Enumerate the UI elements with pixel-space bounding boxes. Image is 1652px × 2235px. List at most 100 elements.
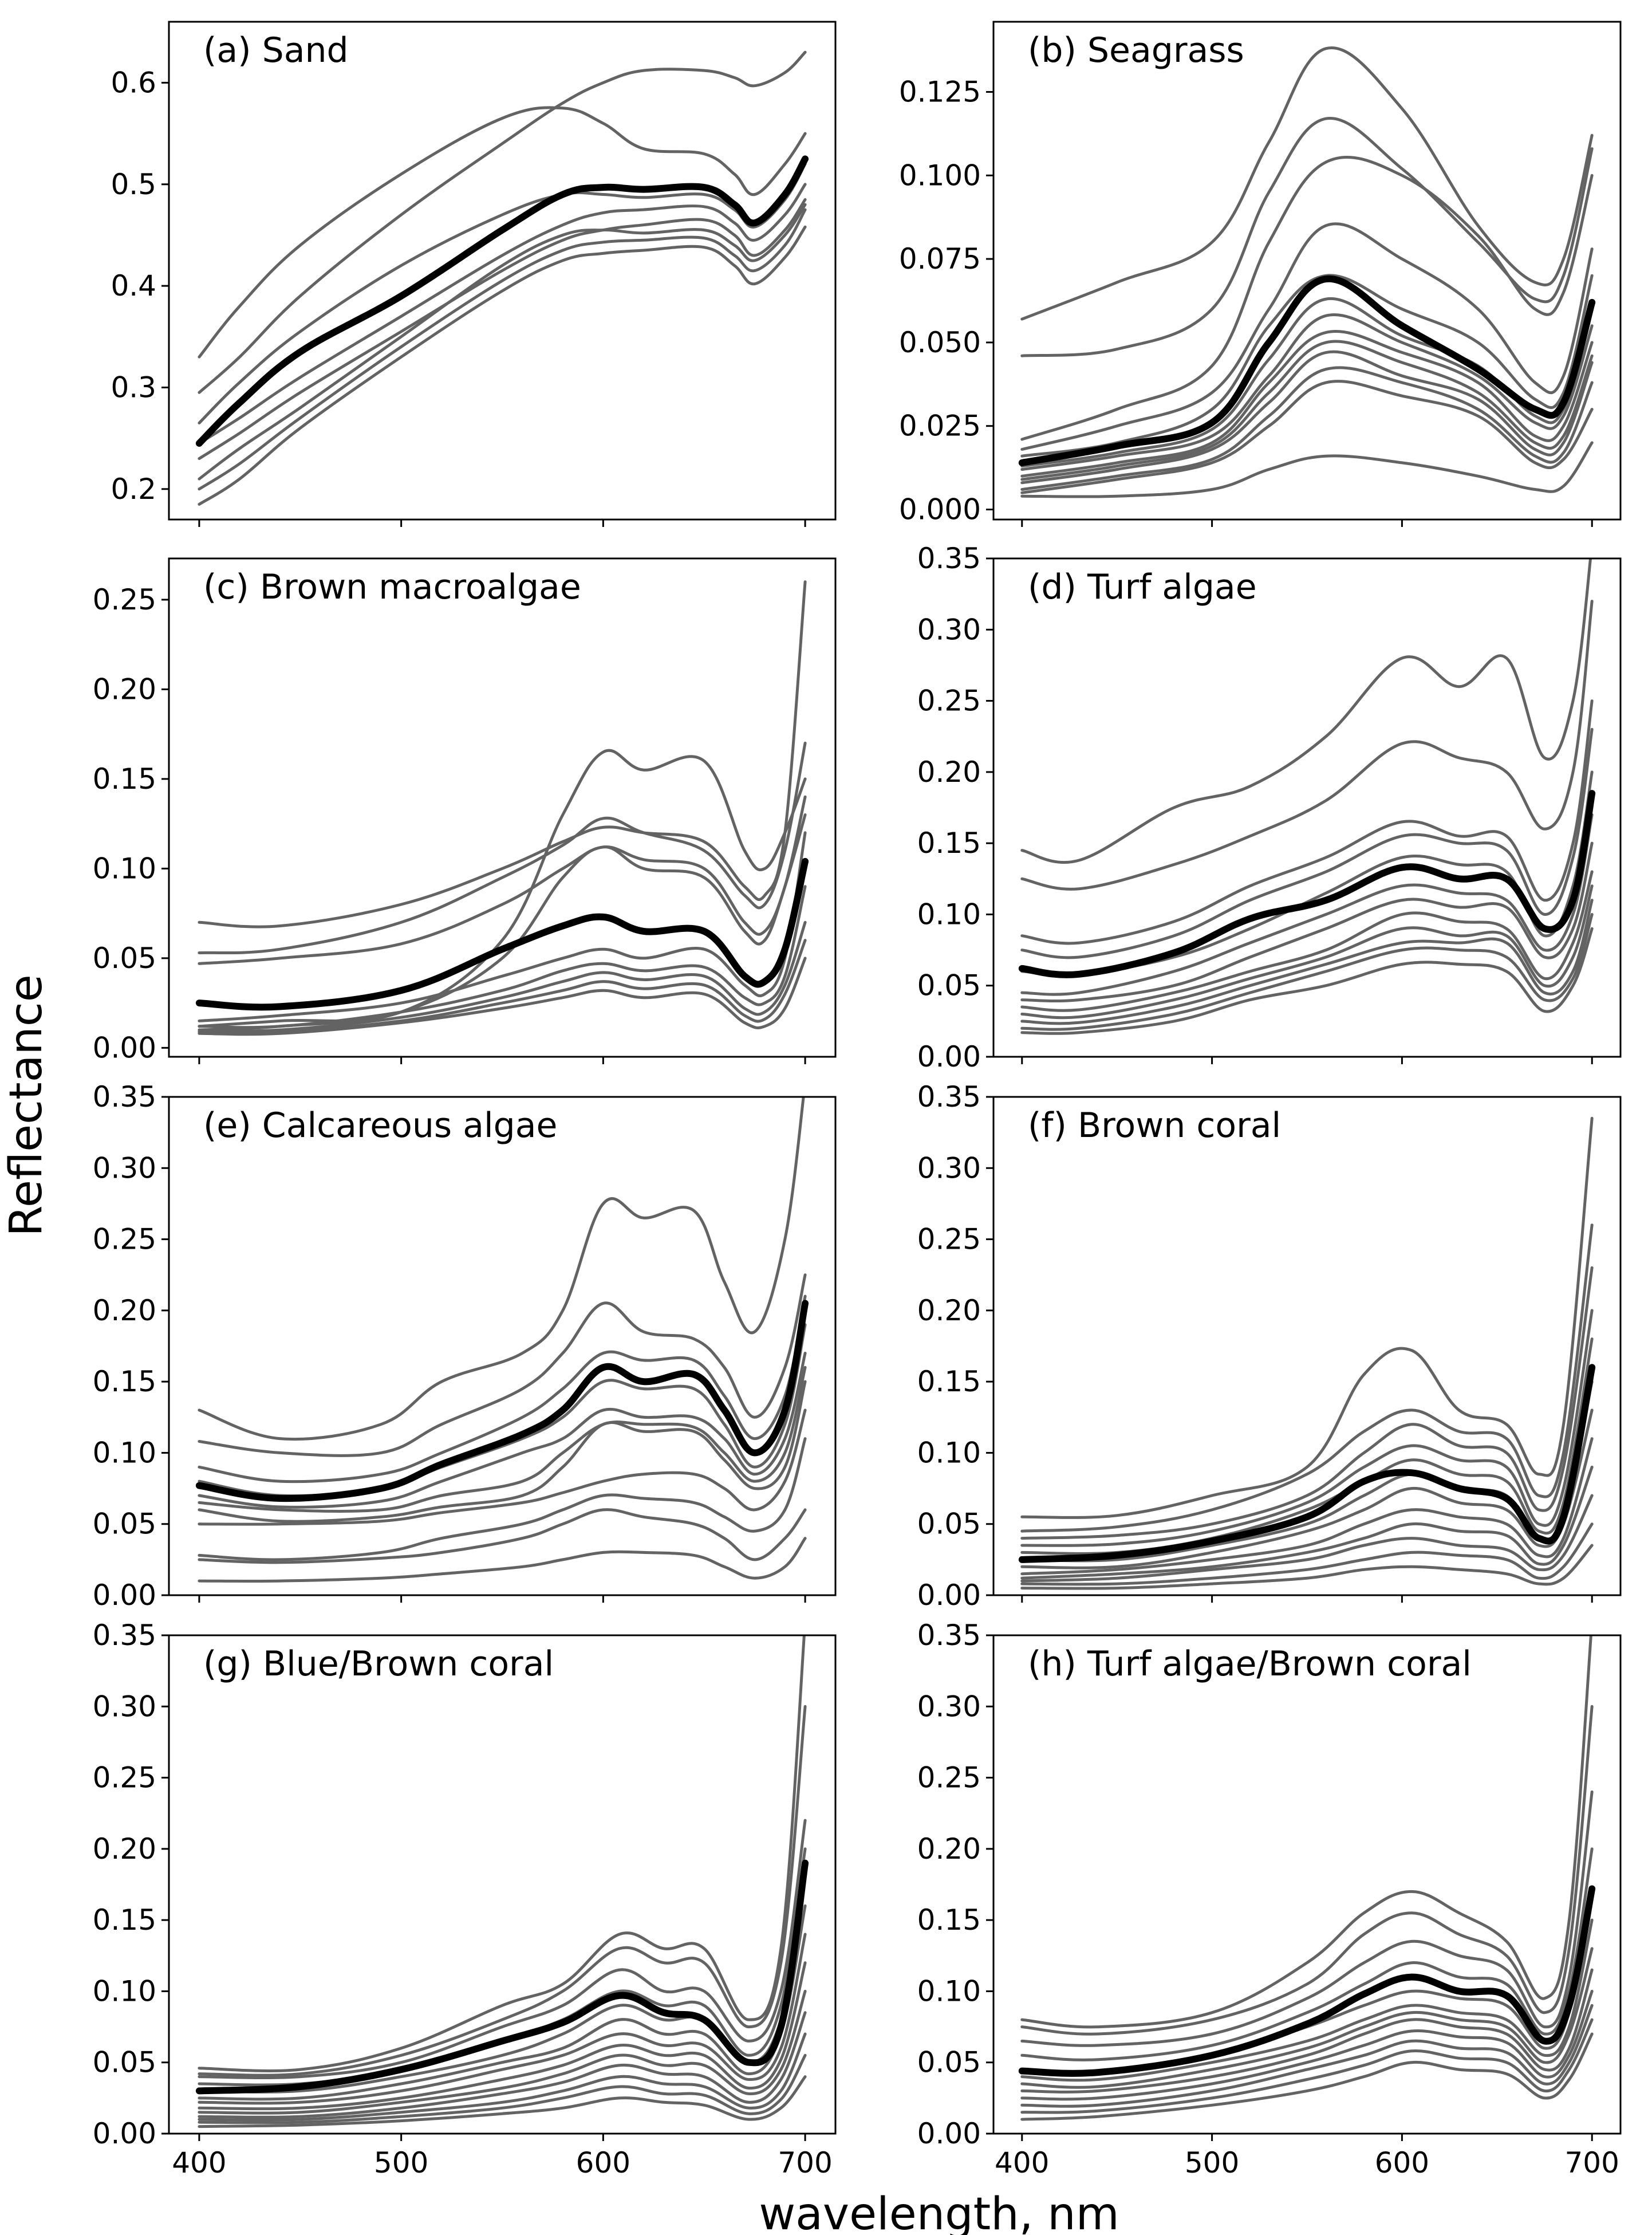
panel-d-spectrum-4: [1020, 727, 1594, 959]
panel-e-spectrum-2: [198, 1273, 807, 1457]
panel-d-spectrum-1: [1020, 558, 1592, 864]
panel-g-spectrum-10: [198, 2011, 807, 2119]
panel-e-spectrum-4: [198, 1323, 807, 1497]
panel-h-mean-spectrum: [1018, 1885, 1596, 2077]
panel-h-spectrum-7: [1020, 1947, 1594, 2089]
panel-g-x-tick-label: 400: [172, 2146, 226, 2179]
panel-e-spectrum-1: [198, 1097, 805, 1441]
panel-g-spectrum-13: [198, 2075, 807, 2128]
panel-c-y-tick-label: 0.25: [93, 583, 156, 616]
panel-e-y-tick-label: 0.35: [93, 1080, 156, 1113]
panel-g-spectrum-8: [198, 1961, 807, 2111]
panel-d-y-tick-label: 0.35: [917, 542, 981, 575]
panel-h-y-tick-label: 0.10: [917, 1974, 981, 2008]
panel-e-spectrum-10: [198, 1508, 807, 1564]
panel-d-spectrum-11: [1020, 912, 1594, 1031]
panel-g: 0.00 0.05 0.10 0.15 0.20 0.25 0.30 0.35 400 500 60…: [93, 1619, 837, 2179]
panel-a-mean-spectrum: [195, 155, 809, 447]
panel-b-spectrum-3: [1020, 155, 1594, 441]
panel-f-spectrum-7: [1020, 1408, 1594, 1569]
panel-f-title: (f) Brown coral: [1028, 1105, 1281, 1146]
panel-e-spectrum-3: [198, 1294, 807, 1484]
panel-h-spectrum-3: [1020, 1790, 1594, 2047]
panel-d-spectrum-6: [1020, 813, 1594, 996]
panel-g-spectrum-1: [198, 1635, 806, 2072]
panel-d-y-tick-label: 0.10: [917, 898, 981, 931]
panel-g-frame: [168, 1634, 837, 2135]
panel-g-y-tick-label: 0.15: [93, 1903, 156, 1937]
panel-c-spectrum-2: [198, 741, 807, 955]
panel-g-lines: [195, 1635, 809, 2128]
panel-h-y-tick-label: 0.25: [917, 1761, 981, 1795]
panel-f-spectrum-12: [1020, 1544, 1594, 1590]
panel-c: 0.00 0.05 0.10 0.15 0.20 0.25 (c) Brown macroa…: [93, 557, 837, 1064]
panel-c-spectrum-9: [198, 939, 807, 1034]
panel-h-spectrum-11: [1020, 2018, 1594, 2114]
panel-g-spectrum-5: [198, 1876, 807, 2094]
panel-h-frame: [992, 1634, 1622, 2135]
panel-a-y-tick-label: 0.5: [111, 168, 156, 201]
panel-h-lines: [1018, 1635, 1596, 2121]
panel-c-title: (c) Brown macroalgae: [203, 567, 581, 607]
panel-f-y-tick-label: 0.10: [917, 1436, 981, 1469]
panel-h-title: (h) Turf algae/Brown coral: [1028, 1644, 1472, 1684]
panel-h-y-tick-label: 0.30: [917, 1690, 981, 1723]
panel-a-spectrum-8: [198, 225, 807, 506]
panel-e-spectrum-6: [198, 1366, 807, 1513]
panel-g-spectrum-6: [198, 1904, 807, 2101]
panel-e-title: (e) Calcareous algae: [203, 1105, 557, 1146]
panel-b-spectrum-4: [1020, 222, 1594, 451]
panel-e-spectrum-9: [198, 1437, 807, 1561]
panel-c-spectrum-1: [198, 580, 807, 928]
panel-g-spectrum-9: [198, 1989, 807, 2115]
panel-a-spectrum-2: [198, 50, 807, 394]
panel-a-y-tick-label: 0.4: [111, 269, 156, 302]
panel-a-spectrum-5: [198, 198, 807, 461]
panel-d-spectrum-10: [1020, 899, 1594, 1025]
panel-d-y-tick-label: 0.05: [917, 969, 981, 1002]
panel-g-spectrum-11: [198, 2032, 807, 2122]
x-axis-title: wavelength, nm: [759, 2189, 1119, 2235]
panel-c-spectrum-7: [198, 885, 807, 1029]
panel-h-spectrum-4: [1020, 1847, 1594, 2061]
panel-b-y-tick-label: 0.000: [899, 493, 981, 526]
panel-d-y-tick-label: 0.15: [917, 827, 981, 860]
panel-g-y-tick-label: 0.35: [93, 1619, 156, 1652]
panel-h-x-tick-label: 400: [995, 2146, 1049, 2179]
panel-e: 0.00 0.05 0.10 0.15 0.20 0.25 0.30 0.35 (e) Calc…: [93, 1080, 837, 1612]
panel-h-x-tick-label: 700: [1565, 2146, 1619, 2179]
panel-e-spectrum-8: [198, 1408, 807, 1526]
panel-f-y-tick-label: 0.00: [917, 1579, 981, 1612]
panel-f-spectrum-8: [1020, 1437, 1594, 1576]
panel-g-x-tick-label: 700: [778, 2146, 832, 2179]
panel-a-spectrum-6: [198, 203, 807, 481]
panel-b-spectrum-13: [1020, 441, 1594, 498]
panel-e-lines: [195, 1097, 809, 1583]
panel-h-spectrum-2: [1020, 1705, 1594, 2036]
panel-b-y-tick-label: 0.100: [899, 159, 981, 192]
panel-g-mean-spectrum: [195, 1859, 809, 2095]
panel-d-y-tick-label: 0.00: [917, 1040, 981, 1073]
panel-g-spectrum-2: [198, 1705, 807, 2077]
panel-e-y-tick-label: 0.10: [93, 1436, 156, 1469]
panel-g-x-tick-label: 600: [576, 2146, 630, 2179]
panel-h-spectrum-9: [1020, 1989, 1594, 2101]
panel-c-spectrum-5: [198, 813, 807, 1032]
panel-d: 0.00 0.05 0.10 0.15 0.20 0.25 0.30 0.35 (d) Turf…: [917, 542, 1622, 1073]
panel-b-spectrum-2: [1020, 116, 1594, 357]
panel-f-spectrum-9: [1020, 1465, 1594, 1580]
panel-d-lines: [1018, 558, 1596, 1035]
panel-a-frame: [168, 21, 837, 521]
panel-d-spectrum-3: [1020, 699, 1594, 945]
panel-b-frame: [992, 21, 1622, 521]
panels-container: 0.20.30.40.50.6(a) Sand0.0000.0250.0500.…: [93, 21, 1622, 2179]
panel-g-y-tick-label: 0.00: [93, 2117, 156, 2150]
panel-h-x-tick-label: 500: [1185, 2146, 1239, 2179]
panel-h-spectrum-6: [1020, 1918, 1594, 2082]
panel-c-y-tick-label: 0.20: [93, 672, 156, 706]
panel-e-y-tick-label: 0.25: [93, 1223, 156, 1256]
panel-b-spectrum-1: [1020, 46, 1594, 321]
panel-d-spectrum-8: [1020, 870, 1594, 1012]
panel-g-y-tick-label: 0.05: [93, 2046, 156, 2079]
